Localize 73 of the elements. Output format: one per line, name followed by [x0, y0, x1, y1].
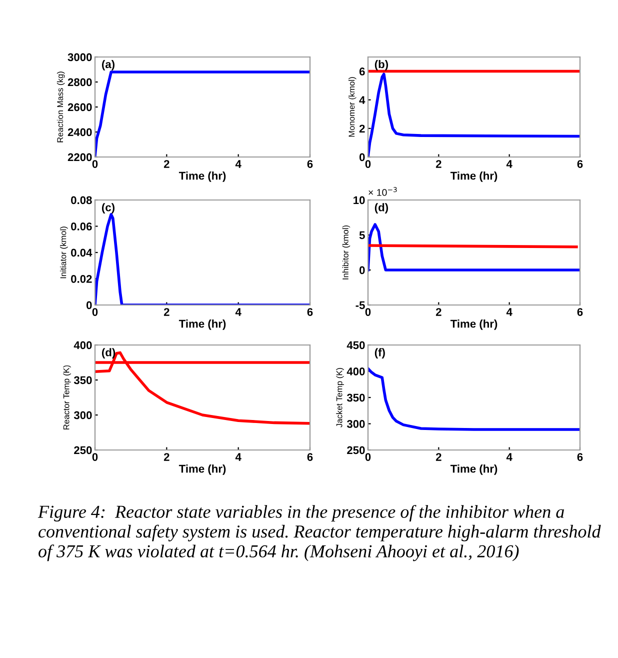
x-tick-label: 6 — [577, 160, 583, 168]
y-tick-label: 450 — [346, 341, 365, 350]
x-tick-label: 4 — [235, 160, 242, 168]
x-tick-label: 6 — [577, 453, 583, 461]
x-tick-label: 2 — [436, 308, 442, 316]
x-tick-label: 0 — [365, 160, 371, 168]
x-tick-label: 6 — [307, 453, 313, 461]
text: × 10$^{−3}$ — [368, 187, 397, 196]
y-tick-label: 2800 — [68, 78, 92, 86]
x-tick-label: 2 — [436, 160, 442, 168]
y-tick-label: 5 — [359, 231, 365, 240]
y-axis-title: Reaction Mass (kg) — [56, 72, 65, 142]
x-tick-label: 2 — [164, 160, 170, 168]
y-tick-label: 3000 — [68, 53, 92, 62]
annotation: (d) — [102, 348, 116, 359]
y-tick-label: 0.02 — [71, 275, 92, 283]
annotation: (d) — [374, 203, 388, 214]
x-axis-title: Time (hr) — [178, 320, 226, 330]
y-tick-label: 0 — [86, 301, 92, 310]
y-tick-label: 350 — [74, 376, 92, 384]
x-axis-title: Time (hr) — [178, 464, 226, 475]
y-tick-label: 0 — [359, 153, 365, 162]
y-tick-label: 300 — [74, 411, 92, 420]
y-tick-label: 0.04 — [71, 248, 92, 257]
y-tick-label: 2600 — [68, 103, 92, 112]
x-tick-label: 0 — [365, 453, 371, 461]
annotation: (c) — [102, 203, 114, 214]
x-axis-title: Time (hr) — [450, 320, 498, 330]
y-axis-title: Reactor Temp (K) — [63, 365, 71, 430]
annotation: (b) — [374, 60, 388, 70]
x-tick-label: 2 — [164, 308, 170, 316]
x-tick-label: 4 — [235, 453, 242, 461]
y-tick-label: 2400 — [68, 128, 92, 136]
line-series — [368, 223, 580, 272]
y-tick-label: 4 — [359, 96, 366, 104]
x-tick-label: 0 — [365, 308, 371, 316]
x-tick-label: 4 — [506, 308, 512, 316]
y-tick-label: 10 — [354, 196, 365, 204]
y-axis-title: Monomer (kmol) — [348, 77, 356, 137]
x-tick-label: 0 — [92, 160, 98, 168]
x-tick-label: 4 — [506, 453, 512, 461]
annotation: (f) — [374, 348, 385, 359]
y-tick-label: 2200 — [68, 153, 92, 162]
annotation: (a) — [102, 60, 114, 70]
x-tick-label: 6 — [577, 308, 583, 316]
y-tick-label: 250 — [74, 446, 92, 454]
y-axis-title: Initiator (kmol) — [60, 226, 68, 278]
y-tick-label: 2 — [359, 124, 365, 132]
caption: Figure 4: Reactor state variables in the presence of the inhibitor when a conventional safety system is used. Reactor temperature high-alarm threshold of 375 K was violated at t=0.564 hr. (Mohseni Ahooyi et al., 2016) — [38, 505, 601, 562]
y-tick-label: 400 — [346, 368, 365, 376]
x-tick-label: 2 — [164, 453, 170, 461]
x-tick-label: 4 — [506, 160, 512, 168]
y-tick-label: -5 — [356, 301, 365, 310]
y-axis-title: Jacket Temp (K) — [336, 368, 344, 428]
y-tick-label: 350 — [346, 394, 365, 402]
y-tick-label: 6 — [359, 68, 365, 76]
x-tick-label: 6 — [307, 308, 313, 316]
y-tick-label: 400 — [74, 341, 92, 350]
x-tick-label: 2 — [436, 453, 442, 461]
x-tick-label: 0 — [92, 308, 98, 316]
line-series — [368, 367, 580, 431]
x-tick-label: 0 — [92, 453, 98, 461]
x-tick-label: 6 — [307, 160, 313, 168]
y-tick-label: 0 — [359, 266, 365, 274]
x-axis-title: Time (hr) — [450, 464, 498, 475]
y-tick-label: 300 — [346, 420, 365, 428]
y-tick-label: 0.06 — [71, 222, 92, 230]
x-axis-title: Time (hr) — [450, 172, 498, 182]
x-axis-title: Time (hr) — [178, 172, 226, 182]
y-axis-title: Inhibitor (kmol) — [342, 225, 350, 280]
y-tick-label: 250 — [347, 446, 365, 454]
x-tick-label: 4 — [235, 308, 242, 316]
y-tick-label: 0.08 — [71, 196, 92, 204]
